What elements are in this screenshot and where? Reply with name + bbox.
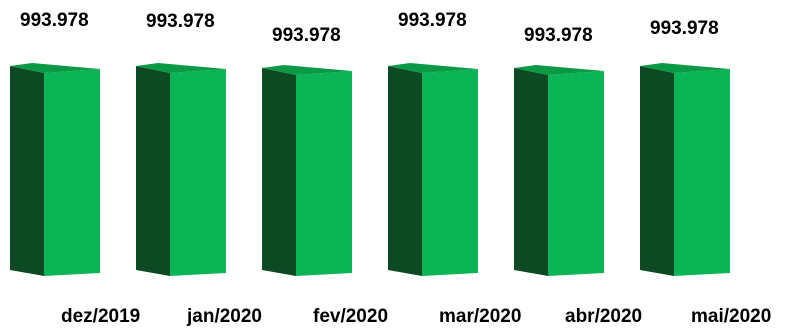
data-label: 993.978 xyxy=(20,10,89,31)
data-label: 993.978 xyxy=(524,25,593,46)
x-tick-label: fev/2020 xyxy=(313,306,388,327)
data-label: 993.978 xyxy=(146,11,215,32)
bar-side xyxy=(262,68,296,276)
bar xyxy=(44,69,100,276)
bar xyxy=(170,69,226,276)
bar-side xyxy=(388,66,422,276)
bar xyxy=(674,69,730,276)
x-tick-label: dez/2019 xyxy=(61,306,140,327)
bar xyxy=(422,69,478,276)
value-labels-group: 993.978 993.978 993.978 993.978 993.978 993.9… xyxy=(20,10,719,46)
x-tick-label: mai/2020 xyxy=(691,306,771,327)
category-labels-group: dez/2019 jan/2020 fev/2020 mar/2020 abr/2020… xyxy=(61,306,771,327)
bar-top xyxy=(640,63,730,73)
x-tick-label: mar/2020 xyxy=(439,306,521,327)
data-label: 993.978 xyxy=(650,18,719,39)
bar-top xyxy=(388,63,478,73)
bar-side xyxy=(136,66,170,276)
bars-group xyxy=(10,63,730,276)
bar-side xyxy=(10,66,44,276)
bar xyxy=(296,71,352,276)
bar-top xyxy=(514,65,604,75)
bar-top xyxy=(136,63,226,73)
x-tick-label: jan/2020 xyxy=(186,306,262,327)
data-label: 993.978 xyxy=(272,25,341,46)
bar-side xyxy=(514,68,548,276)
x-tick-label: abr/2020 xyxy=(565,306,642,327)
bar-top xyxy=(10,63,100,73)
bar xyxy=(548,71,604,276)
bar-top xyxy=(262,65,352,75)
bar-side xyxy=(640,66,674,276)
data-label: 993.978 xyxy=(398,10,467,31)
